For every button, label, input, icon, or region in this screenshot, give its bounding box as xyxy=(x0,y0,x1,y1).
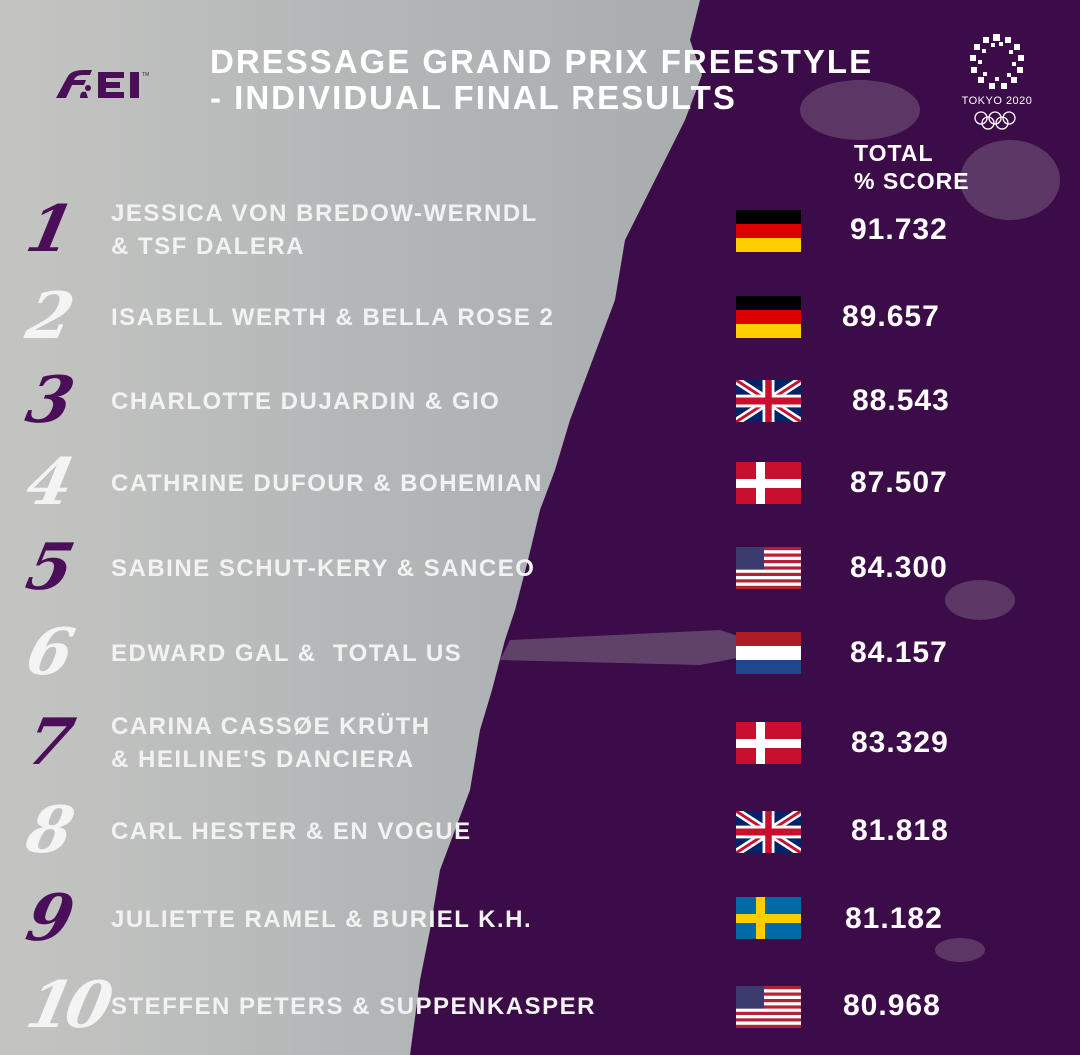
rider-horse-name: CATHRINE DUFOUR & BOHEMIAN xyxy=(111,443,711,523)
usa-flag-icon xyxy=(736,986,801,1028)
rank-number: 8 xyxy=(20,793,81,868)
result-row-9: 9 JULIETTE RAMEL & BURIEL K.H. 81.182 xyxy=(0,879,1080,959)
page-title: DRESSAGE GRAND PRIX FREESTYLE - INDIVIDU… xyxy=(210,44,930,116)
total-score: 84.300 xyxy=(850,551,948,584)
score-column-header: TOTAL % SCORE xyxy=(854,139,970,195)
name-line-1: EDWARD GAL & TOTAL US xyxy=(111,639,463,667)
total-score: 89.657 xyxy=(842,300,940,333)
rank-number: 4 xyxy=(20,445,81,520)
name-line-1: JULIETTE RAMEL & BURIEL K.H. xyxy=(111,905,533,933)
denmark-flag-icon xyxy=(736,722,801,764)
rider-horse-name: JULIETTE RAMEL & BURIEL K.H. xyxy=(111,879,711,959)
rank-number: 2 xyxy=(20,279,81,354)
great-britain-flag-icon xyxy=(736,380,801,422)
rider-horse-name: EDWARD GAL & TOTAL US xyxy=(111,613,711,693)
usa-flag-icon xyxy=(736,547,801,589)
rank-number: 10 xyxy=(20,968,114,1043)
total-score: 91.732 xyxy=(850,213,948,246)
result-row-3: 3 CHARLOTTE DUJARDIN & GIO 88.543 xyxy=(0,361,1080,441)
total-score: 80.968 xyxy=(843,989,941,1022)
rider-horse-name: CARINA CASSØE KRÜTH & HEILINE'S DANCIERA xyxy=(111,703,711,783)
result-row-2: 2 ISABELL WERTH & BELLA ROSE 2 89.657 xyxy=(0,277,1080,357)
total-score: 81.818 xyxy=(851,814,949,847)
rank-number: 1 xyxy=(20,192,81,267)
total-score: 88.543 xyxy=(852,384,950,417)
rider-horse-name: JESSICA VON BREDOW-WERNDL & TSF DALERA xyxy=(111,190,711,270)
tokyo-2020-emblem-icon xyxy=(970,34,1024,130)
name-line-2: & HEILINE'S DANCIERA xyxy=(111,746,415,773)
tokyo-2020-label: TOKYO 2020 xyxy=(961,95,1033,107)
name-line-1: CARINA CASSØE KRÜTH xyxy=(111,713,431,740)
rank-number: 3 xyxy=(20,363,81,438)
name-line-2: & TSF DALERA xyxy=(111,233,305,260)
name-line-1: SABINE SCHUT-KERY & SANCEO xyxy=(111,554,536,582)
rider-horse-name: CARL HESTER & EN VOGUE xyxy=(111,791,711,871)
rank-number: 7 xyxy=(20,705,81,780)
score-header-line-2: % SCORE xyxy=(854,168,970,194)
name-line-1: STEFFEN PETERS & SUPPENKASPER xyxy=(111,992,596,1020)
denmark-flag-icon xyxy=(736,462,801,504)
svg-text:TM: TM xyxy=(142,72,149,78)
rank-number: 5 xyxy=(20,530,81,605)
total-score: 87.507 xyxy=(850,466,948,499)
sweden-flag-icon xyxy=(736,897,801,939)
great-britain-flag-icon xyxy=(736,811,801,853)
result-row-8: 8 CARL HESTER & EN VOGUE 81.818 xyxy=(0,791,1080,871)
netherlands-flag-icon xyxy=(736,632,801,674)
name-line-1: CHARLOTTE DUJARDIN & GIO xyxy=(111,387,501,415)
rank-number: 6 xyxy=(20,615,81,690)
result-row-7: 7 CARINA CASSØE KRÜTH & HEILINE'S DANCIE… xyxy=(0,703,1080,783)
title-line-1: DRESSAGE GRAND PRIX FREESTYLE xyxy=(210,43,874,80)
name-line-1: CARL HESTER & EN VOGUE xyxy=(111,817,472,845)
result-row-1: 1 JESSICA VON BREDOW-WERNDL & TSF DALERA… xyxy=(0,190,1080,270)
result-row-6: 6 EDWARD GAL & TOTAL US 84.157 xyxy=(0,613,1080,693)
name-line-1: CATHRINE DUFOUR & BOHEMIAN xyxy=(111,469,543,497)
rider-horse-name: STEFFEN PETERS & SUPPENKASPER xyxy=(111,966,711,1046)
total-score: 81.182 xyxy=(845,902,943,935)
fei-logo: TM xyxy=(56,70,149,98)
score-header-line-1: TOTAL xyxy=(854,140,934,166)
result-row-5: 5 SABINE SCHUT-KERY & SANCEO 84.300 xyxy=(0,528,1080,608)
germany-flag-icon xyxy=(736,296,801,338)
name-line-1: JESSICA VON BREDOW-WERNDL xyxy=(111,200,538,227)
result-row-10: 10 STEFFEN PETERS & SUPPENKASPER 80.968 xyxy=(0,966,1080,1046)
germany-flag-icon xyxy=(736,210,801,252)
total-score: 83.329 xyxy=(851,726,949,759)
rider-horse-name: SABINE SCHUT-KERY & SANCEO xyxy=(111,528,711,608)
name-line-1: ISABELL WERTH & BELLA ROSE 2 xyxy=(111,303,555,331)
title-line-2: - INDIVIDUAL FINAL RESULTS xyxy=(210,79,737,116)
rider-horse-name: ISABELL WERTH & BELLA ROSE 2 xyxy=(111,277,711,357)
result-row-4: 4 CATHRINE DUFOUR & BOHEMIAN 87.507 xyxy=(0,443,1080,523)
total-score: 84.157 xyxy=(850,636,948,669)
rank-number: 9 xyxy=(20,881,81,956)
rider-horse-name: CHARLOTTE DUJARDIN & GIO xyxy=(111,361,711,441)
